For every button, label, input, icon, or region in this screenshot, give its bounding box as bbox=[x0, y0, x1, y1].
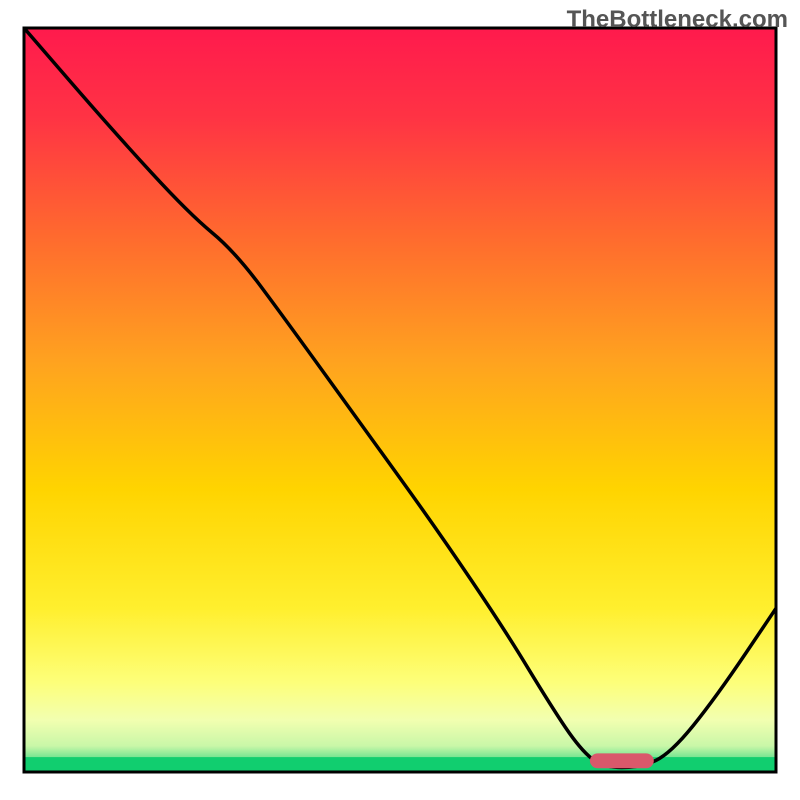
chart-container: TheBottleneck.com bbox=[0, 0, 800, 800]
optimal-marker bbox=[590, 753, 654, 768]
watermark-text: TheBottleneck.com bbox=[567, 6, 788, 34]
bottom-green-band bbox=[24, 757, 776, 772]
bottleneck-chart bbox=[0, 0, 800, 800]
plot-area bbox=[24, 28, 776, 772]
gradient-background bbox=[24, 28, 776, 772]
